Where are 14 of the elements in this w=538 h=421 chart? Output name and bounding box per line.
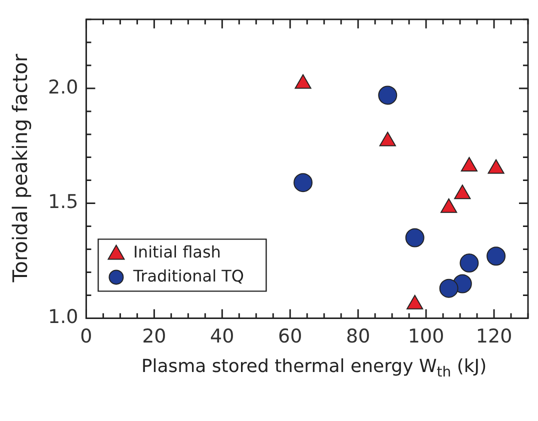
legend-label: Traditional TQ bbox=[132, 266, 244, 286]
y-tick-label: 2.0 bbox=[48, 76, 78, 98]
x-tick-label: 100 bbox=[408, 326, 444, 348]
x-tick-label: 40 bbox=[210, 326, 234, 348]
y-tick-label: 1.5 bbox=[48, 191, 78, 214]
y-axis-title: Toroidal peaking factor bbox=[8, 54, 32, 282]
x-tick-label: 80 bbox=[346, 326, 370, 348]
y-tick-label: 1.0 bbox=[48, 306, 78, 328]
x-axis-title: Plasma stored thermal energy W$_{th}$ (kJ) bbox=[140, 356, 488, 381]
x-tick-label: 120 bbox=[476, 326, 512, 348]
x-tick-label: 20 bbox=[142, 326, 166, 348]
x-tick-label: 0 bbox=[80, 326, 92, 348]
x-tick-label: 60 bbox=[278, 326, 302, 348]
legend-label: Initial flash bbox=[133, 242, 221, 262]
